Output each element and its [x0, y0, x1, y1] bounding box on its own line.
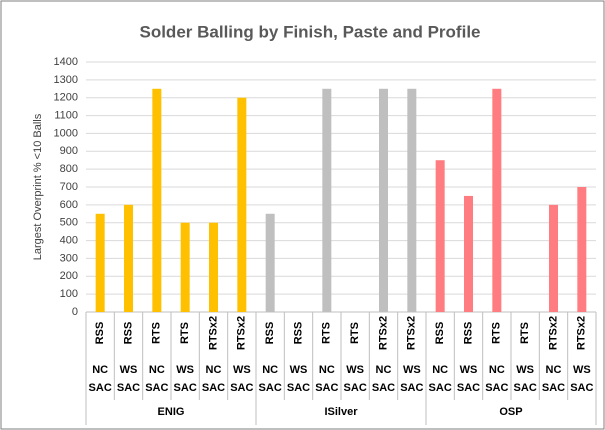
paste-label: SAC: [514, 382, 537, 394]
profile-label: RTSx2: [406, 316, 418, 350]
paste-label: WS: [573, 364, 591, 376]
paste-label: NC: [206, 364, 222, 376]
profile-label: RTS: [321, 322, 333, 344]
profile-label: RTS: [519, 322, 531, 344]
paste-label: NC: [262, 364, 278, 376]
paste-label: SAC: [570, 382, 593, 394]
y-tick-label: 700: [60, 181, 78, 193]
y-tick-label: 400: [60, 234, 78, 246]
paste-label: NC: [432, 364, 448, 376]
profile-label: RTSx2: [236, 316, 248, 350]
bar: [379, 88, 388, 313]
group-label: ENIG: [158, 406, 185, 418]
bar: [152, 88, 162, 313]
profile-label: RTSx2: [576, 316, 588, 350]
paste-label: SAC: [429, 382, 452, 394]
bar: [265, 213, 275, 312]
paste-label: WS: [516, 364, 534, 376]
y-tick-label: 800: [60, 163, 78, 175]
y-tick-label: 0: [72, 306, 78, 318]
paste-label: SAC: [259, 382, 282, 394]
chart-title: Solder Balling by Finish, Paste and Prof…: [139, 22, 480, 41]
paste-label: SAC: [485, 382, 508, 394]
paste-label: SAC: [202, 382, 225, 394]
paste-label: SAC: [230, 382, 253, 394]
y-tick-label: 100: [60, 288, 78, 300]
paste-label: SAC: [344, 382, 367, 394]
profile-label: RSS: [462, 322, 474, 345]
profile-label: RTS: [151, 322, 163, 344]
bar: [435, 160, 445, 312]
paste-label: SAC: [89, 382, 112, 394]
profile-label: RTSx2: [547, 316, 559, 350]
y-tick-label: 1300: [54, 74, 78, 86]
paste-label: WS: [176, 364, 194, 376]
paste-label: WS: [460, 364, 478, 376]
paste-label: NC: [489, 364, 505, 376]
bar: [180, 222, 190, 312]
y-tick-label: 1100: [54, 109, 78, 121]
bar: [407, 88, 417, 313]
y-tick-label: 1200: [54, 92, 78, 104]
paste-label: NC: [92, 364, 108, 376]
bar: [322, 88, 332, 313]
bar: [464, 195, 473, 312]
paste-label: NC: [149, 364, 165, 376]
paste-label: NC: [319, 364, 335, 376]
profile-label: RTS: [491, 322, 503, 344]
bar: [237, 97, 247, 312]
paste-label: SAC: [542, 382, 565, 394]
bar: [209, 222, 218, 312]
paste-label: WS: [120, 364, 138, 376]
profile-label: RTS: [179, 322, 191, 344]
y-tick-label: 1000: [54, 127, 78, 139]
profile-label: RSS: [122, 322, 134, 345]
profile-label: RSS: [292, 322, 304, 345]
bar: [95, 213, 105, 312]
profile-label: RTS: [349, 322, 361, 344]
y-tick-label: 500: [60, 217, 78, 229]
bar: [577, 187, 587, 312]
paste-label: SAC: [315, 382, 338, 394]
paste-label: WS: [403, 364, 421, 376]
bar: [124, 204, 133, 312]
group-label: OSP: [499, 406, 522, 418]
paste-label: NC: [376, 364, 392, 376]
profile-label: RTSx2: [377, 316, 389, 350]
profile-label: RTSx2: [207, 316, 219, 350]
profile-label: RSS: [434, 322, 446, 345]
group-label: ISilver: [324, 406, 358, 418]
y-tick-label: 900: [60, 145, 78, 157]
paste-label: SAC: [400, 382, 423, 394]
y-tick-label: 1400: [54, 56, 78, 68]
paste-label: SAC: [117, 382, 140, 394]
y-tick-label: 300: [60, 252, 78, 264]
paste-label: SAC: [457, 382, 480, 394]
bar: [549, 204, 558, 312]
paste-label: WS: [346, 364, 364, 376]
y-tick-label: 200: [60, 270, 78, 282]
paste-label: SAC: [287, 382, 310, 394]
paste-label: WS: [290, 364, 308, 376]
paste-label: SAC: [145, 382, 168, 394]
bar: [492, 88, 502, 313]
paste-label: WS: [233, 364, 251, 376]
paste-label: SAC: [372, 382, 395, 394]
y-axis-label: Largest Overprint % <10 Balls: [32, 113, 44, 260]
paste-label: NC: [546, 364, 562, 376]
profile-label: RSS: [264, 322, 276, 345]
profile-label: RSS: [94, 322, 106, 345]
paste-label: SAC: [174, 382, 197, 394]
y-tick-label: 600: [60, 199, 78, 211]
